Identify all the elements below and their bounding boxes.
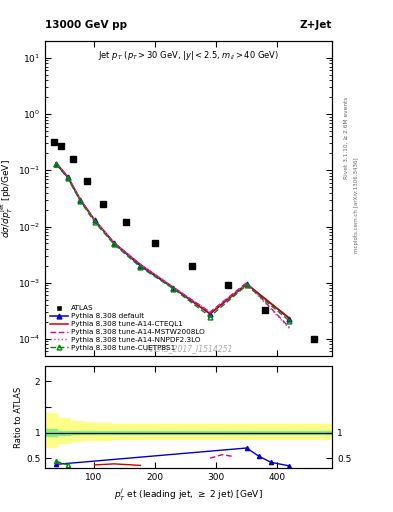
Pythia 8.308 tune-CUETP8S1 [244,282,249,288]
Y-axis label: $d\sigma/dp_T^{\rm jet}$ [pb/GeV]: $d\sigma/dp_T^{\rm jet}$ [pb/GeV] [0,159,15,238]
Pythia 8.308 tune-CUETP8S1 [65,175,70,181]
ATLAS [84,178,89,184]
Pythia 8.308 tune-CUETP8S1 [208,313,212,319]
Pythia 8.308 tune-A14-CTEQL1 [112,240,117,246]
ATLAS [100,201,105,207]
Pythia 8.308 default [65,174,70,180]
Pythia 8.308 tune-A14-MSTW2008LO [138,262,143,268]
Line: Pythia 8.308 tune-CUETP8S1: Pythia 8.308 tune-CUETP8S1 [54,161,292,323]
Pythia 8.308 tune-A14-MSTW2008LO [92,217,97,223]
Text: Rivet 3.1.10, ≥ 2.6M events: Rivet 3.1.10, ≥ 2.6M events [344,97,349,179]
Pythia 8.308 tune-A14-MSTW2008LO [54,160,59,166]
Pythia 8.308 tune-A14-MSTW2008LO [78,196,83,202]
Line: ATLAS: ATLAS [51,139,317,342]
Pythia 8.308 tune-A14-NNPDF2.3LO [54,160,59,166]
Pythia 8.308 tune-A14-NNPDF2.3LO [65,174,70,180]
Pythia 8.308 tune-CUETP8S1 [92,219,97,225]
Pythia 8.308 tune-A14-NNPDF2.3LO [244,281,249,287]
Pythia 8.308 default [208,311,212,317]
Pythia 8.308 tune-A14-CTEQL1 [208,311,212,317]
Pythia 8.308 default [92,217,97,223]
Pythia 8.308 tune-A14-MSTW2008LO [171,284,176,290]
Y-axis label: Ratio to ATLAS: Ratio to ATLAS [14,387,23,448]
Pythia 8.308 tune-A14-MSTW2008LO [112,240,117,246]
Pythia 8.308 tune-CUETP8S1 [78,198,83,204]
Line: Pythia 8.308 tune-A14-MSTW2008LO: Pythia 8.308 tune-A14-MSTW2008LO [56,163,289,328]
Pythia 8.308 tune-A14-NNPDF2.3LO [171,284,176,290]
Pythia 8.308 tune-A14-MSTW2008LO [65,174,70,180]
Text: Jet $p_T$ ($p_T > 30$ GeV, $|y| < 2.5$, $m_{ll} > 40$ GeV): Jet $p_T$ ($p_T > 30$ GeV, $|y| < 2.5$, … [98,49,279,62]
Pythia 8.308 default [112,240,117,246]
Pythia 8.308 tune-CUETP8S1 [171,286,176,292]
Pythia 8.308 default [287,315,292,322]
Pythia 8.308 tune-A14-NNPDF2.3LO [138,262,143,268]
ATLAS [263,307,267,313]
Pythia 8.308 default [244,281,249,287]
Pythia 8.308 tune-A14-CTEQL1 [54,160,59,166]
Text: ATLAS_2017_I1514251: ATLAS_2017_I1514251 [145,344,232,353]
Pythia 8.308 tune-A14-CTEQL1 [244,281,249,287]
Pythia 8.308 tune-A14-NNPDF2.3LO [92,217,97,223]
Pythia 8.308 default [78,197,83,203]
Pythia 8.308 tune-A14-CTEQL1 [171,285,176,291]
ATLAS [189,263,194,269]
Pythia 8.308 tune-A14-NNPDF2.3LO [208,309,212,315]
ATLAS [311,336,316,342]
ATLAS [226,282,231,288]
Pythia 8.308 tune-A14-MSTW2008LO [208,309,212,315]
Pythia 8.308 tune-A14-NNPDF2.3LO [287,325,292,331]
Line: Pythia 8.308 tune-A14-NNPDF2.3LO: Pythia 8.308 tune-A14-NNPDF2.3LO [56,163,289,328]
Pythia 8.308 tune-A14-NNPDF2.3LO [112,240,117,246]
Pythia 8.308 tune-A14-CTEQL1 [78,196,83,202]
Pythia 8.308 tune-CUETP8S1 [287,318,292,324]
ATLAS [71,156,75,162]
Text: 13000 GeV pp: 13000 GeV pp [45,20,127,30]
Pythia 8.308 tune-A14-NNPDF2.3LO [78,196,83,202]
Pythia 8.308 tune-A14-MSTW2008LO [244,280,249,286]
Pythia 8.308 tune-A14-CTEQL1 [287,315,292,321]
Pythia 8.308 tune-CUETP8S1 [138,264,143,270]
Pythia 8.308 default [171,285,176,291]
Line: Pythia 8.308 tune-A14-CTEQL1: Pythia 8.308 tune-A14-CTEQL1 [56,163,289,318]
Pythia 8.308 tune-CUETP8S1 [112,241,117,247]
Pythia 8.308 tune-CUETP8S1 [54,161,59,167]
ATLAS [52,139,57,145]
Text: Z+Jet: Z+Jet [300,20,332,30]
Pythia 8.308 tune-A14-MSTW2008LO [287,325,292,331]
Pythia 8.308 tune-A14-CTEQL1 [138,262,143,268]
ATLAS [153,240,158,246]
Line: Pythia 8.308 default: Pythia 8.308 default [54,161,292,321]
Pythia 8.308 default [54,161,59,167]
Pythia 8.308 default [138,263,143,269]
Pythia 8.308 tune-A14-CTEQL1 [65,174,70,180]
X-axis label: $p_T^j$ et (leading jet, $\geq$ 2 jet) [GeV]: $p_T^j$ et (leading jet, $\geq$ 2 jet) [… [114,486,263,503]
Pythia 8.308 tune-A14-CTEQL1 [92,217,97,223]
ATLAS [59,143,63,149]
ATLAS [123,219,128,225]
Legend: ATLAS, Pythia 8.308 default, Pythia 8.308 tune-A14-CTEQL1, Pythia 8.308 tune-A14: ATLAS, Pythia 8.308 default, Pythia 8.30… [49,304,206,352]
Text: mcplots.cern.ch [arXiv:1306.3436]: mcplots.cern.ch [arXiv:1306.3436] [354,157,359,252]
